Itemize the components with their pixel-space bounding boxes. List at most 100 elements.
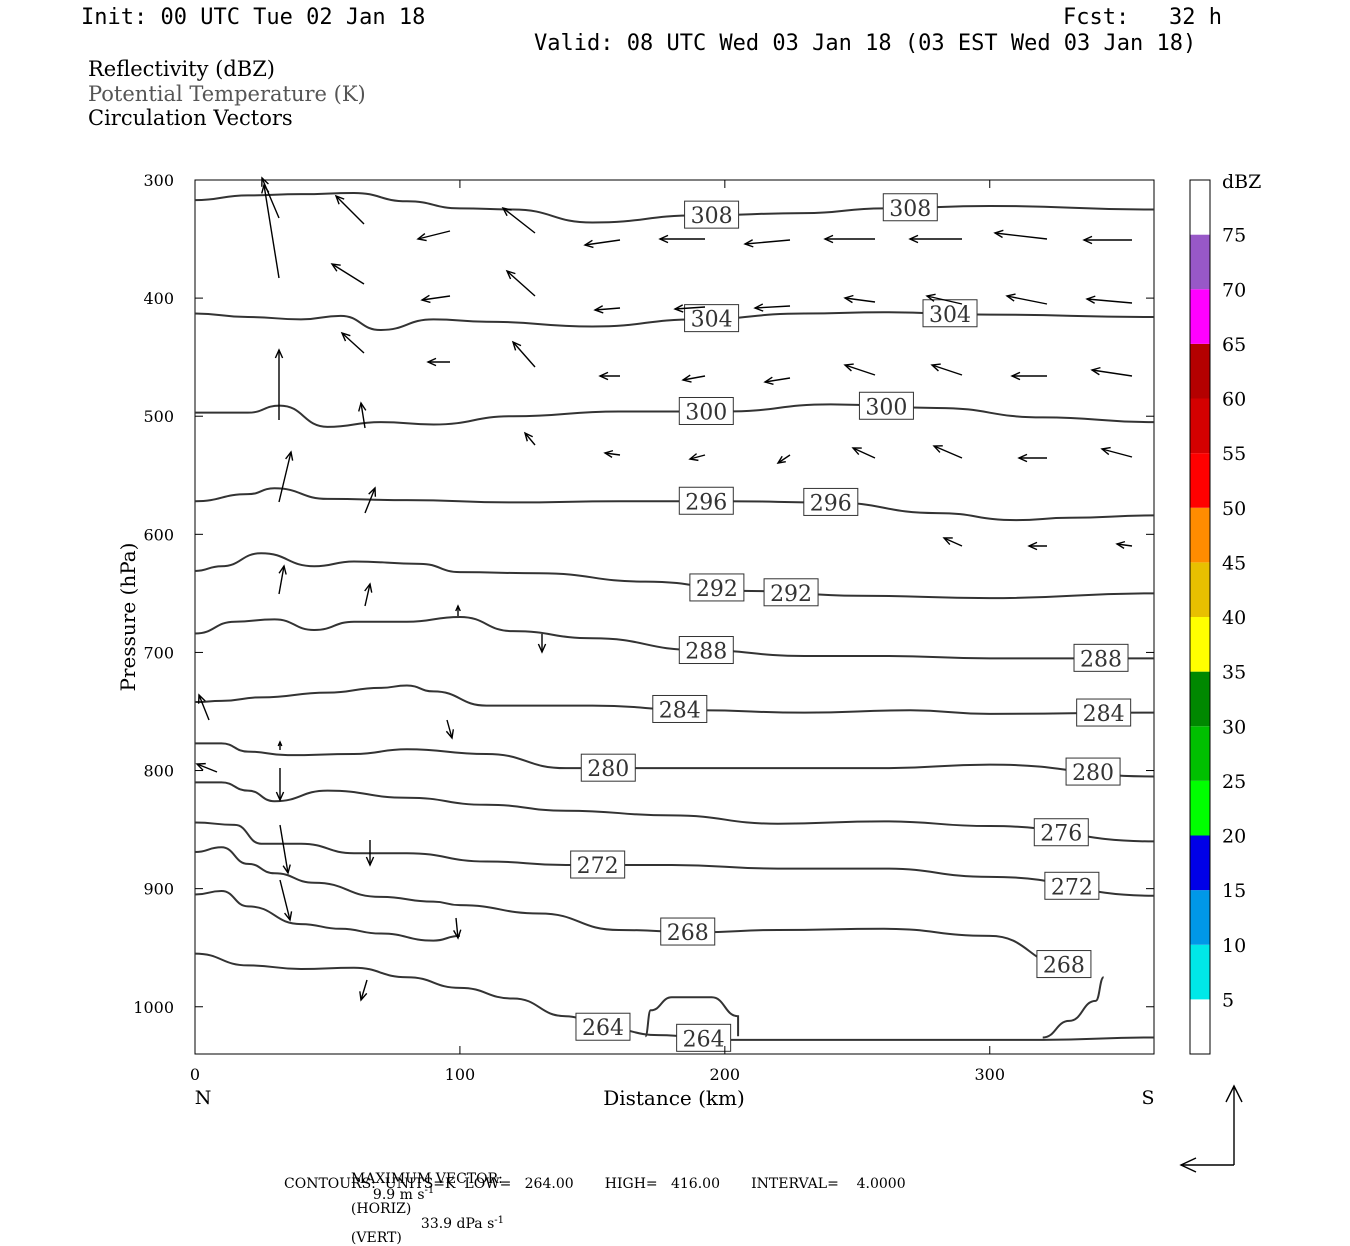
circulation-vector-head [364,582,373,593]
circulation-vector [196,763,218,773]
circulation-vector-head [658,234,669,244]
circulation-vector-head [763,376,774,385]
vert-exponent: -1 [494,1214,505,1226]
colorbar-level-label: 25 [1222,771,1246,793]
colorbar-level-label: 65 [1222,334,1246,356]
contour-264b [644,996,740,1038]
horiz-exponent: -1 [424,1185,435,1196]
contour-296 [194,487,1155,522]
contour-label-box [570,850,626,879]
colorbar-level-label: 10 [1222,935,1246,957]
x-end-label-north: N [195,1087,212,1109]
contour-label-box [684,200,740,229]
contour-276 [194,781,1155,843]
contour-288 [194,615,1154,660]
circulation-vector-head [932,445,943,453]
legend-potential-temperature: Potential Temperature (K) [88,82,366,106]
circulation-vector [594,307,621,311]
contour-label: 300 [685,400,727,425]
contour-300 [194,403,1155,428]
colorbar-segment [1190,507,1210,563]
circulation-vector-head [365,856,375,867]
circulation-vector-head [942,537,953,546]
circulation-vector-head [274,348,284,359]
contour-268b [1042,976,1105,1039]
contour-label: 296 [685,490,727,515]
circulation-vector-head [743,239,754,248]
circulation-vector-head [1082,235,1093,245]
forecast-hour: Fcst: 32 h [1063,5,1222,30]
legend-reflectivity: Reflectivity (dBZ) [88,57,276,81]
circulation-vector [844,364,876,376]
circulation-vector-head [261,176,269,187]
circulation-vector [682,375,706,381]
circulation-vector [994,232,1048,240]
contour-label: 292 [770,582,812,607]
circulation-vector-head [681,374,692,383]
circulation-vector [689,454,706,460]
colorbar-level-label: 35 [1222,662,1246,684]
circulation-vector-head [282,864,291,875]
circulation-vector-head [284,911,293,922]
y-tick-label: 800 [143,762,174,781]
circulation-vector [777,454,791,464]
y-axis-label: Pressure (hPa) [116,543,140,692]
circulation-vector-head [340,331,351,342]
circulation-vector-head [1010,371,1021,381]
y-tick-label: 600 [143,525,174,544]
contour-label-box [1033,818,1089,847]
circulation-vector [943,537,963,547]
circulation-vector-head [197,693,206,704]
contour-label-box [660,917,716,946]
circulation-vector-head [993,229,1004,239]
circulation-vector-head [753,303,764,312]
circulation-vector [584,239,621,246]
colorbar-segment [1190,999,1210,1054]
circulation-vector-head [1115,540,1126,549]
contour-label: 272 [1051,875,1093,900]
contour-label: 308 [889,197,931,222]
y-tick-label: 500 [143,407,174,426]
circulation-vector-head [285,450,294,461]
circulation-vector-head [277,740,283,747]
colorbar-level-label: 75 [1222,225,1246,247]
circulation-vector [844,297,876,303]
circulation-vector [1006,295,1048,305]
contour-label-box [1065,757,1121,786]
colorbar-segment [1190,944,1210,1000]
x-tick-label: 200 [710,1065,741,1084]
circulation-vector [421,295,451,301]
x-tick-label: 300 [974,1065,1005,1084]
colorbar-level-label: 15 [1222,880,1246,902]
x-tick-label: 0 [190,1065,200,1084]
contour-label: 268 [667,921,709,946]
circulation-vector [331,263,365,285]
circulation-vector-head [851,447,862,456]
circulation-vector-head [501,206,512,217]
circulation-vector-head [908,234,919,244]
circulation-vector-head [537,643,547,654]
colorbar-level-label: 60 [1222,389,1246,411]
contour-label-box [858,391,914,420]
colorbar-segment [1190,453,1210,508]
circulation-vector [512,341,536,368]
colorbar-frame [1189,179,1211,1055]
contour-label: 268 [1043,954,1085,979]
circulation-vector [926,295,963,305]
circulation-vector-head [359,991,368,1002]
circulation-vector-head [511,340,522,351]
circulation-vector [279,879,291,921]
contour-label-box [689,573,745,602]
circulation-vector-head [278,564,287,575]
circulation-vector-head [261,183,270,194]
contour-label: 264 [582,1016,624,1041]
contour-272 [194,821,1155,897]
circulation-vector [1116,543,1133,547]
contour-label-box [678,636,734,665]
colorbar-level-label: 30 [1222,716,1246,738]
contour-304 [194,311,1155,331]
circulation-vector [674,306,706,310]
circulation-vector-head [275,791,285,802]
circulation-vector [261,177,280,219]
